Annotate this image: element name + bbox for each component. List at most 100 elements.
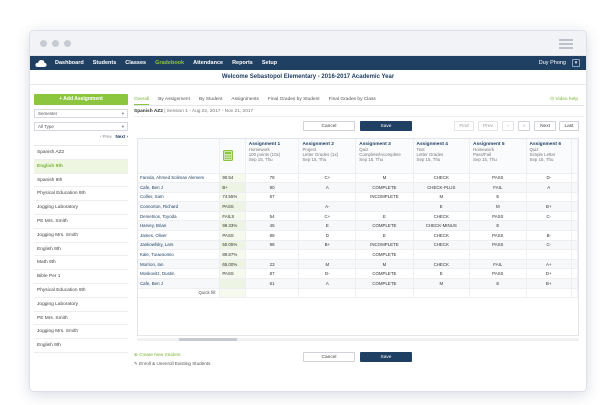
grade-cell[interactable]: FAIL bbox=[469, 259, 527, 270]
grade-cell[interactable] bbox=[413, 249, 471, 260]
grade-cell[interactable] bbox=[469, 249, 527, 260]
grade-cell[interactable]: 61 bbox=[245, 278, 300, 289]
grade-cell[interactable]: 98 bbox=[245, 240, 300, 251]
class-list-item[interactable]: Jogging Mrs. Smith bbox=[34, 325, 128, 340]
class-list-item[interactable]: Math 9th bbox=[34, 256, 128, 271]
class-list-item[interactable]: PE Mrs. Smith bbox=[34, 215, 128, 229]
assignment-header[interactable]: Assignment 3 Quiz Complete/Incomplete Sep 1… bbox=[355, 139, 414, 174]
class-list-item[interactable]: Jogging Mrs. Smith bbox=[34, 229, 128, 243]
save-button-bottom[interactable]: Save bbox=[360, 352, 412, 362]
class-list-item[interactable]: English 9th bbox=[34, 339, 128, 353]
grade-cell[interactable]: CHECK bbox=[413, 259, 471, 270]
grade-cell[interactable]: D- bbox=[298, 268, 357, 280]
sidebar-prev-link[interactable]: ‹ Prev bbox=[99, 134, 112, 139]
grade-cell[interactable]: C- bbox=[526, 240, 573, 251]
student-name[interactable]: Fareda, Ahmed Soliman Alemem bbox=[138, 173, 221, 184]
semester-select[interactable]: Semester bbox=[34, 109, 128, 118]
grade-cell[interactable]: B+ bbox=[526, 278, 573, 289]
grade-cell[interactable]: M bbox=[413, 192, 471, 203]
student-name[interactable]: Jankowfsky, Lars bbox=[138, 240, 221, 251]
grade-cell[interactable]: PASS bbox=[469, 211, 527, 222]
grade-cell[interactable]: C+ bbox=[298, 173, 357, 184]
class-list-item[interactable]: Spanish 9th bbox=[34, 174, 128, 188]
tab-by-student[interactable]: By Student bbox=[198, 97, 223, 102]
grade-cell[interactable]: PASS bbox=[469, 173, 527, 184]
grade-cell[interactable]: E bbox=[469, 220, 527, 232]
tab-overall[interactable]: Overall bbox=[134, 94, 150, 105]
grade-cell[interactable]: B+ bbox=[298, 240, 357, 251]
grade-cell[interactable]: D+ bbox=[526, 268, 573, 280]
class-list-item[interactable]: English 9th bbox=[34, 159, 128, 174]
video-help-link[interactable]: ⊙ Video help bbox=[550, 97, 578, 102]
class-list-item[interactable]: Jogging Laboratory bbox=[34, 298, 128, 312]
grade-cell[interactable]: M bbox=[413, 278, 471, 289]
next-button[interactable]: Next bbox=[534, 121, 556, 131]
grade-cell[interactable] bbox=[245, 201, 300, 212]
grade-cell[interactable]: C+ bbox=[298, 211, 357, 222]
nav-item-setup[interactable]: Setup bbox=[261, 60, 278, 66]
grade-cell[interactable]: PASS bbox=[469, 268, 527, 280]
grade-cell[interactable]: COMPLETE bbox=[355, 278, 414, 289]
menu-icon[interactable] bbox=[559, 39, 573, 51]
student-name[interactable]: James, Oliver bbox=[138, 230, 221, 241]
grade-cell[interactable]: C- bbox=[526, 211, 573, 222]
quick-fill-cell[interactable] bbox=[469, 288, 527, 299]
grade-cell[interactable]: M bbox=[355, 173, 414, 184]
nav-item-dashboard[interactable]: Dashboard bbox=[55, 60, 84, 66]
next-arrow-icon[interactable]: › bbox=[518, 121, 530, 131]
grade-cell[interactable]: CHECK-MINUS bbox=[413, 220, 471, 232]
grade-cell[interactable]: E bbox=[413, 201, 471, 212]
grade-cell[interactable]: INCOMPLETE bbox=[355, 240, 414, 251]
grade-cell[interactable]: COMPLETE bbox=[355, 268, 414, 280]
grade-cell[interactable]: INCOMPLETE bbox=[355, 192, 414, 203]
assignment-header[interactable]: Assignment 2 Project Letter Grades (1x) Sep… bbox=[298, 139, 357, 174]
prev-button[interactable]: Prev bbox=[478, 121, 498, 131]
tab-final-grades-by-student[interactable]: Final Grades by Student bbox=[267, 97, 320, 102]
grade-cell[interactable]: CHECK bbox=[413, 230, 471, 241]
grade-cell[interactable]: CHECK-PLUS bbox=[413, 182, 471, 193]
grade-cell[interactable]: E bbox=[469, 278, 527, 289]
grade-cell[interactable]: FAIL bbox=[469, 182, 527, 193]
nav-item-gradebook[interactable]: Gradebook bbox=[155, 60, 185, 66]
grade-cell[interactable]: M bbox=[469, 201, 527, 212]
grade-cell[interactable] bbox=[245, 249, 300, 260]
grade-cell[interactable] bbox=[298, 192, 357, 203]
grade-cell[interactable]: A- bbox=[298, 201, 357, 212]
quick-fill-cell[interactable] bbox=[526, 288, 573, 299]
quick-fill-cell[interactable] bbox=[571, 288, 578, 299]
grade-cell[interactable]: 87 bbox=[245, 268, 300, 280]
grade-cell[interactable]: COMPLETE bbox=[355, 182, 414, 193]
cancel-button-bottom[interactable]: Cancel bbox=[303, 352, 355, 362]
class-list-item[interactable]: English 9th bbox=[34, 243, 128, 257]
grade-cell[interactable]: E bbox=[355, 230, 414, 241]
tab-by-assignment[interactable]: By Assignment bbox=[158, 97, 190, 102]
student-name[interactable]: Moskovitz, Dustin bbox=[138, 268, 221, 280]
grade-cell[interactable] bbox=[298, 249, 357, 260]
grade-cell[interactable]: 78 bbox=[245, 173, 300, 184]
cancel-button[interactable]: Cancel bbox=[303, 121, 355, 131]
grade-cell[interactable]: A bbox=[298, 182, 357, 193]
prev-arrow-icon[interactable]: ‹ bbox=[502, 121, 514, 131]
nav-item-reports[interactable]: Reports bbox=[232, 60, 253, 66]
grade-cell[interactable]: CHECK bbox=[413, 211, 471, 222]
assignment-header[interactable]: Assignment 4 Test Letter Grades Sep 15, Thu bbox=[413, 139, 471, 174]
grade-cell[interactable]: 90 bbox=[245, 182, 300, 193]
grade-cell[interactable]: B- bbox=[526, 230, 573, 241]
scrollbar-thumb[interactable] bbox=[179, 338, 237, 341]
nav-item-classes[interactable]: Classes bbox=[125, 60, 147, 66]
assignment-header[interactable]: Assignment 1 Homework 100 points (10x) Sep … bbox=[245, 139, 300, 174]
quick-fill-cell[interactable] bbox=[413, 288, 471, 299]
grade-cell[interactable]: PASS bbox=[469, 230, 527, 241]
quick-fill-cell[interactable] bbox=[245, 288, 300, 299]
grade-cell[interactable]: 54 bbox=[245, 211, 300, 222]
grade-cell[interactable]: CHECK bbox=[413, 240, 471, 251]
cloud-logo-icon[interactable] bbox=[35, 59, 47, 68]
user-dropdown-icon[interactable]: ▾ bbox=[572, 59, 580, 67]
grade-cell[interactable]: CHECK bbox=[413, 173, 471, 184]
grade-cell[interactable]: B+ bbox=[526, 201, 573, 212]
grade-cell[interactable]: A bbox=[298, 278, 357, 289]
add-assignment-button[interactable]: + Add Assignment bbox=[34, 94, 128, 105]
grade-cell[interactable]: D bbox=[298, 230, 357, 241]
first-button[interactable]: Find bbox=[454, 121, 474, 131]
grade-cell[interactable]: E bbox=[298, 220, 357, 232]
